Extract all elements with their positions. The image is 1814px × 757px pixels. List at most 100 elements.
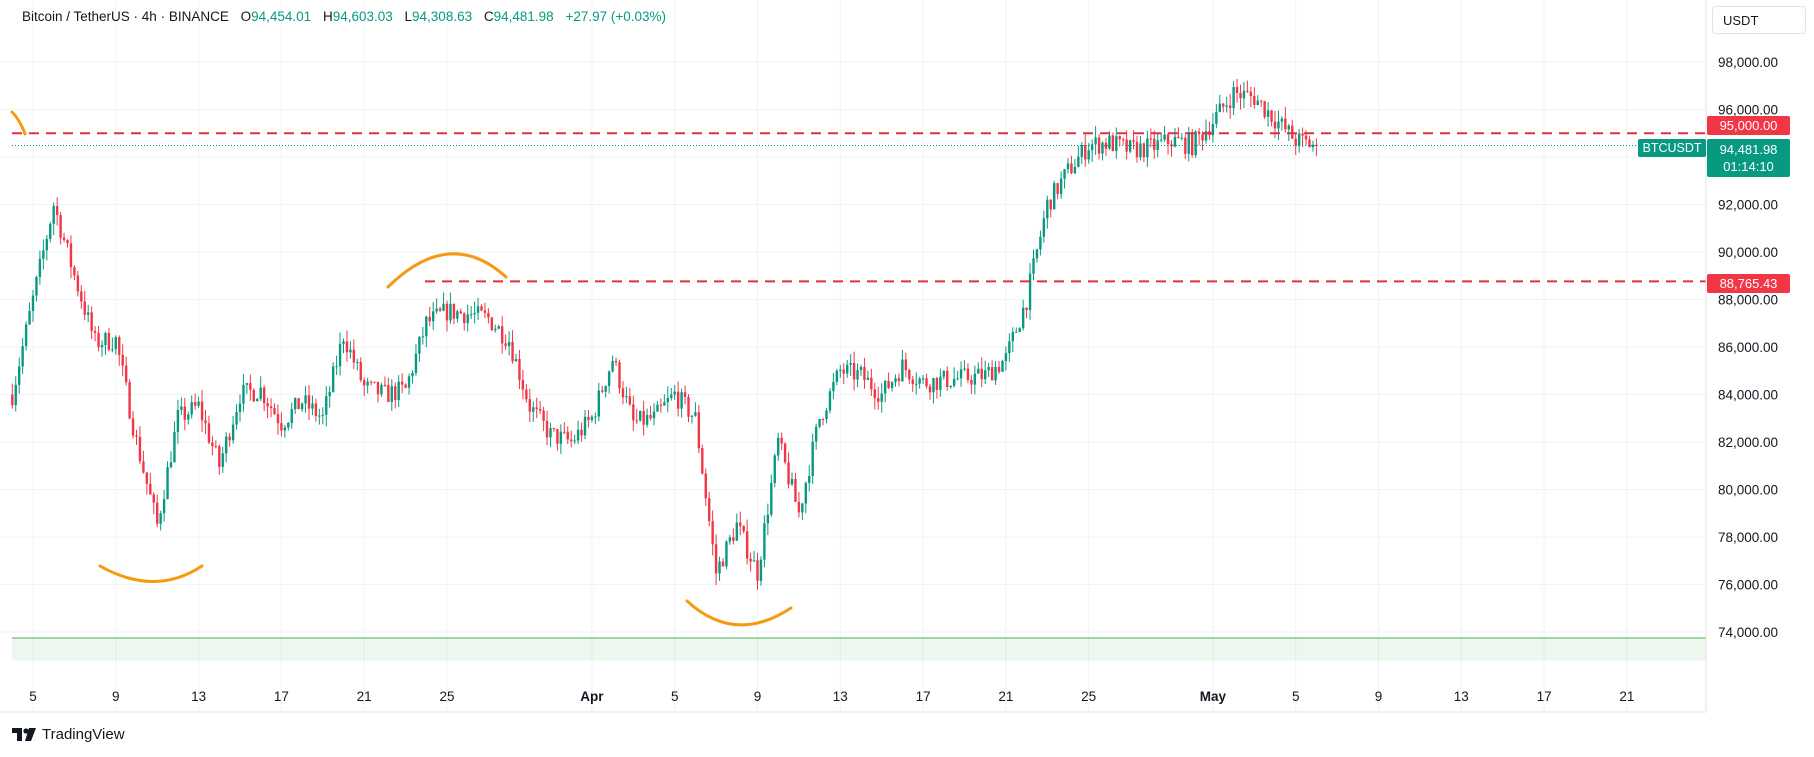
candle-body	[542, 410, 545, 421]
candle-body	[1225, 105, 1228, 107]
candle-body	[783, 443, 787, 463]
candle-body	[345, 341, 349, 353]
candle-body	[1028, 273, 1032, 311]
candle-body	[680, 392, 683, 409]
candle-body	[221, 453, 224, 467]
candle-body	[1218, 103, 1221, 113]
candle-body	[745, 531, 749, 559]
candle-body	[1266, 110, 1270, 117]
candle-body	[897, 378, 901, 382]
candle-body	[718, 561, 721, 574]
candle-body	[859, 367, 863, 371]
x-tick-label: 5	[671, 689, 679, 704]
x-tick-label: 17	[1537, 689, 1552, 704]
candle-body	[656, 404, 659, 412]
candle-body	[487, 312, 490, 318]
y-tick-label: 86,000.00	[1718, 340, 1778, 355]
candle-body	[238, 403, 242, 413]
candle-body	[1063, 169, 1066, 179]
candle-body	[407, 376, 411, 388]
candle-body	[449, 303, 452, 321]
candle-body	[1115, 136, 1118, 151]
candle-body	[1315, 144, 1318, 146]
y-tick-label: 92,000.00	[1718, 198, 1778, 213]
candle-body	[69, 243, 73, 268]
currency-selector[interactable]: USDT	[1712, 6, 1806, 34]
candle-body	[690, 415, 694, 417]
candle-body	[963, 368, 966, 370]
candle-body	[873, 389, 876, 399]
candle-body	[1277, 121, 1280, 129]
candle-body	[835, 370, 839, 382]
candle-body	[1159, 139, 1163, 141]
candle-body	[970, 379, 973, 385]
candle-body	[1246, 90, 1249, 92]
candle-body	[697, 412, 701, 449]
candle-body	[100, 345, 104, 348]
candle-body	[725, 541, 728, 567]
tradingview-logo[interactable]: TradingView	[12, 726, 125, 743]
candle-body	[1046, 199, 1049, 219]
candle-body	[507, 341, 511, 347]
candle-body	[107, 332, 111, 350]
candle-body	[173, 432, 176, 463]
candle-body	[1153, 138, 1156, 150]
candle-body	[249, 383, 252, 390]
candle-body	[904, 359, 908, 370]
candle-body	[839, 369, 842, 371]
candle-body	[752, 560, 756, 562]
candle-body	[649, 415, 652, 419]
candle-body	[573, 440, 576, 442]
candle-body	[973, 373, 977, 385]
symbol-title[interactable]: Bitcoin / TetherUS · 4h · BINANCE	[22, 9, 229, 24]
candle-body	[1090, 144, 1094, 151]
candle-body	[997, 366, 1001, 372]
candle-body	[549, 428, 552, 438]
candle-body	[87, 312, 90, 315]
low-label: L	[404, 9, 413, 24]
x-tick-label: 17	[274, 689, 289, 704]
candle-body	[18, 366, 21, 385]
candle-body	[162, 499, 166, 514]
candle-body	[300, 403, 304, 410]
candle-body	[321, 414, 324, 416]
candle-body	[852, 363, 856, 380]
candle-body	[73, 267, 76, 276]
candle-body	[190, 402, 193, 415]
y-tick-label: 80,000.00	[1718, 483, 1778, 498]
candle-body	[180, 406, 183, 411]
x-tick-label: Apr	[580, 689, 604, 704]
candle-body	[556, 429, 559, 444]
candle-body	[62, 237, 66, 240]
candle-body	[438, 308, 442, 311]
candle-body	[1291, 125, 1294, 139]
candle-body	[607, 371, 611, 387]
candle-body	[742, 526, 745, 532]
candle-body	[849, 363, 852, 365]
candle-body	[828, 391, 832, 411]
x-tick-label: 5	[29, 689, 37, 704]
candle-body	[45, 238, 48, 251]
candle-body	[349, 349, 352, 353]
candle-body	[642, 410, 645, 425]
candle-body	[811, 441, 814, 476]
candle-body	[273, 408, 276, 415]
annotation-smile-apr-07	[685, 599, 793, 627]
candle-body	[394, 386, 397, 401]
x-tick-label: 13	[1454, 689, 1469, 704]
candle-body	[390, 386, 393, 402]
annotation-smile-mar-10	[98, 564, 204, 583]
candle-body	[1232, 87, 1235, 109]
candle-body	[1222, 103, 1225, 107]
y-tick-label: 76,000.00	[1718, 578, 1778, 593]
hand-drawn-annotations	[10, 110, 793, 627]
candle-body	[459, 311, 462, 314]
candle-body	[104, 332, 107, 346]
x-tick-label: 21	[357, 689, 372, 704]
candle-body	[801, 503, 804, 513]
candle-body	[231, 424, 235, 441]
candle-body	[469, 314, 473, 316]
candle-body	[814, 426, 818, 442]
candle-body	[356, 361, 359, 363]
